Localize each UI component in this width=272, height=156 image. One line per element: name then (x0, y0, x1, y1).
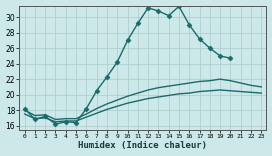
X-axis label: Humidex (Indice chaleur): Humidex (Indice chaleur) (78, 141, 208, 150)
